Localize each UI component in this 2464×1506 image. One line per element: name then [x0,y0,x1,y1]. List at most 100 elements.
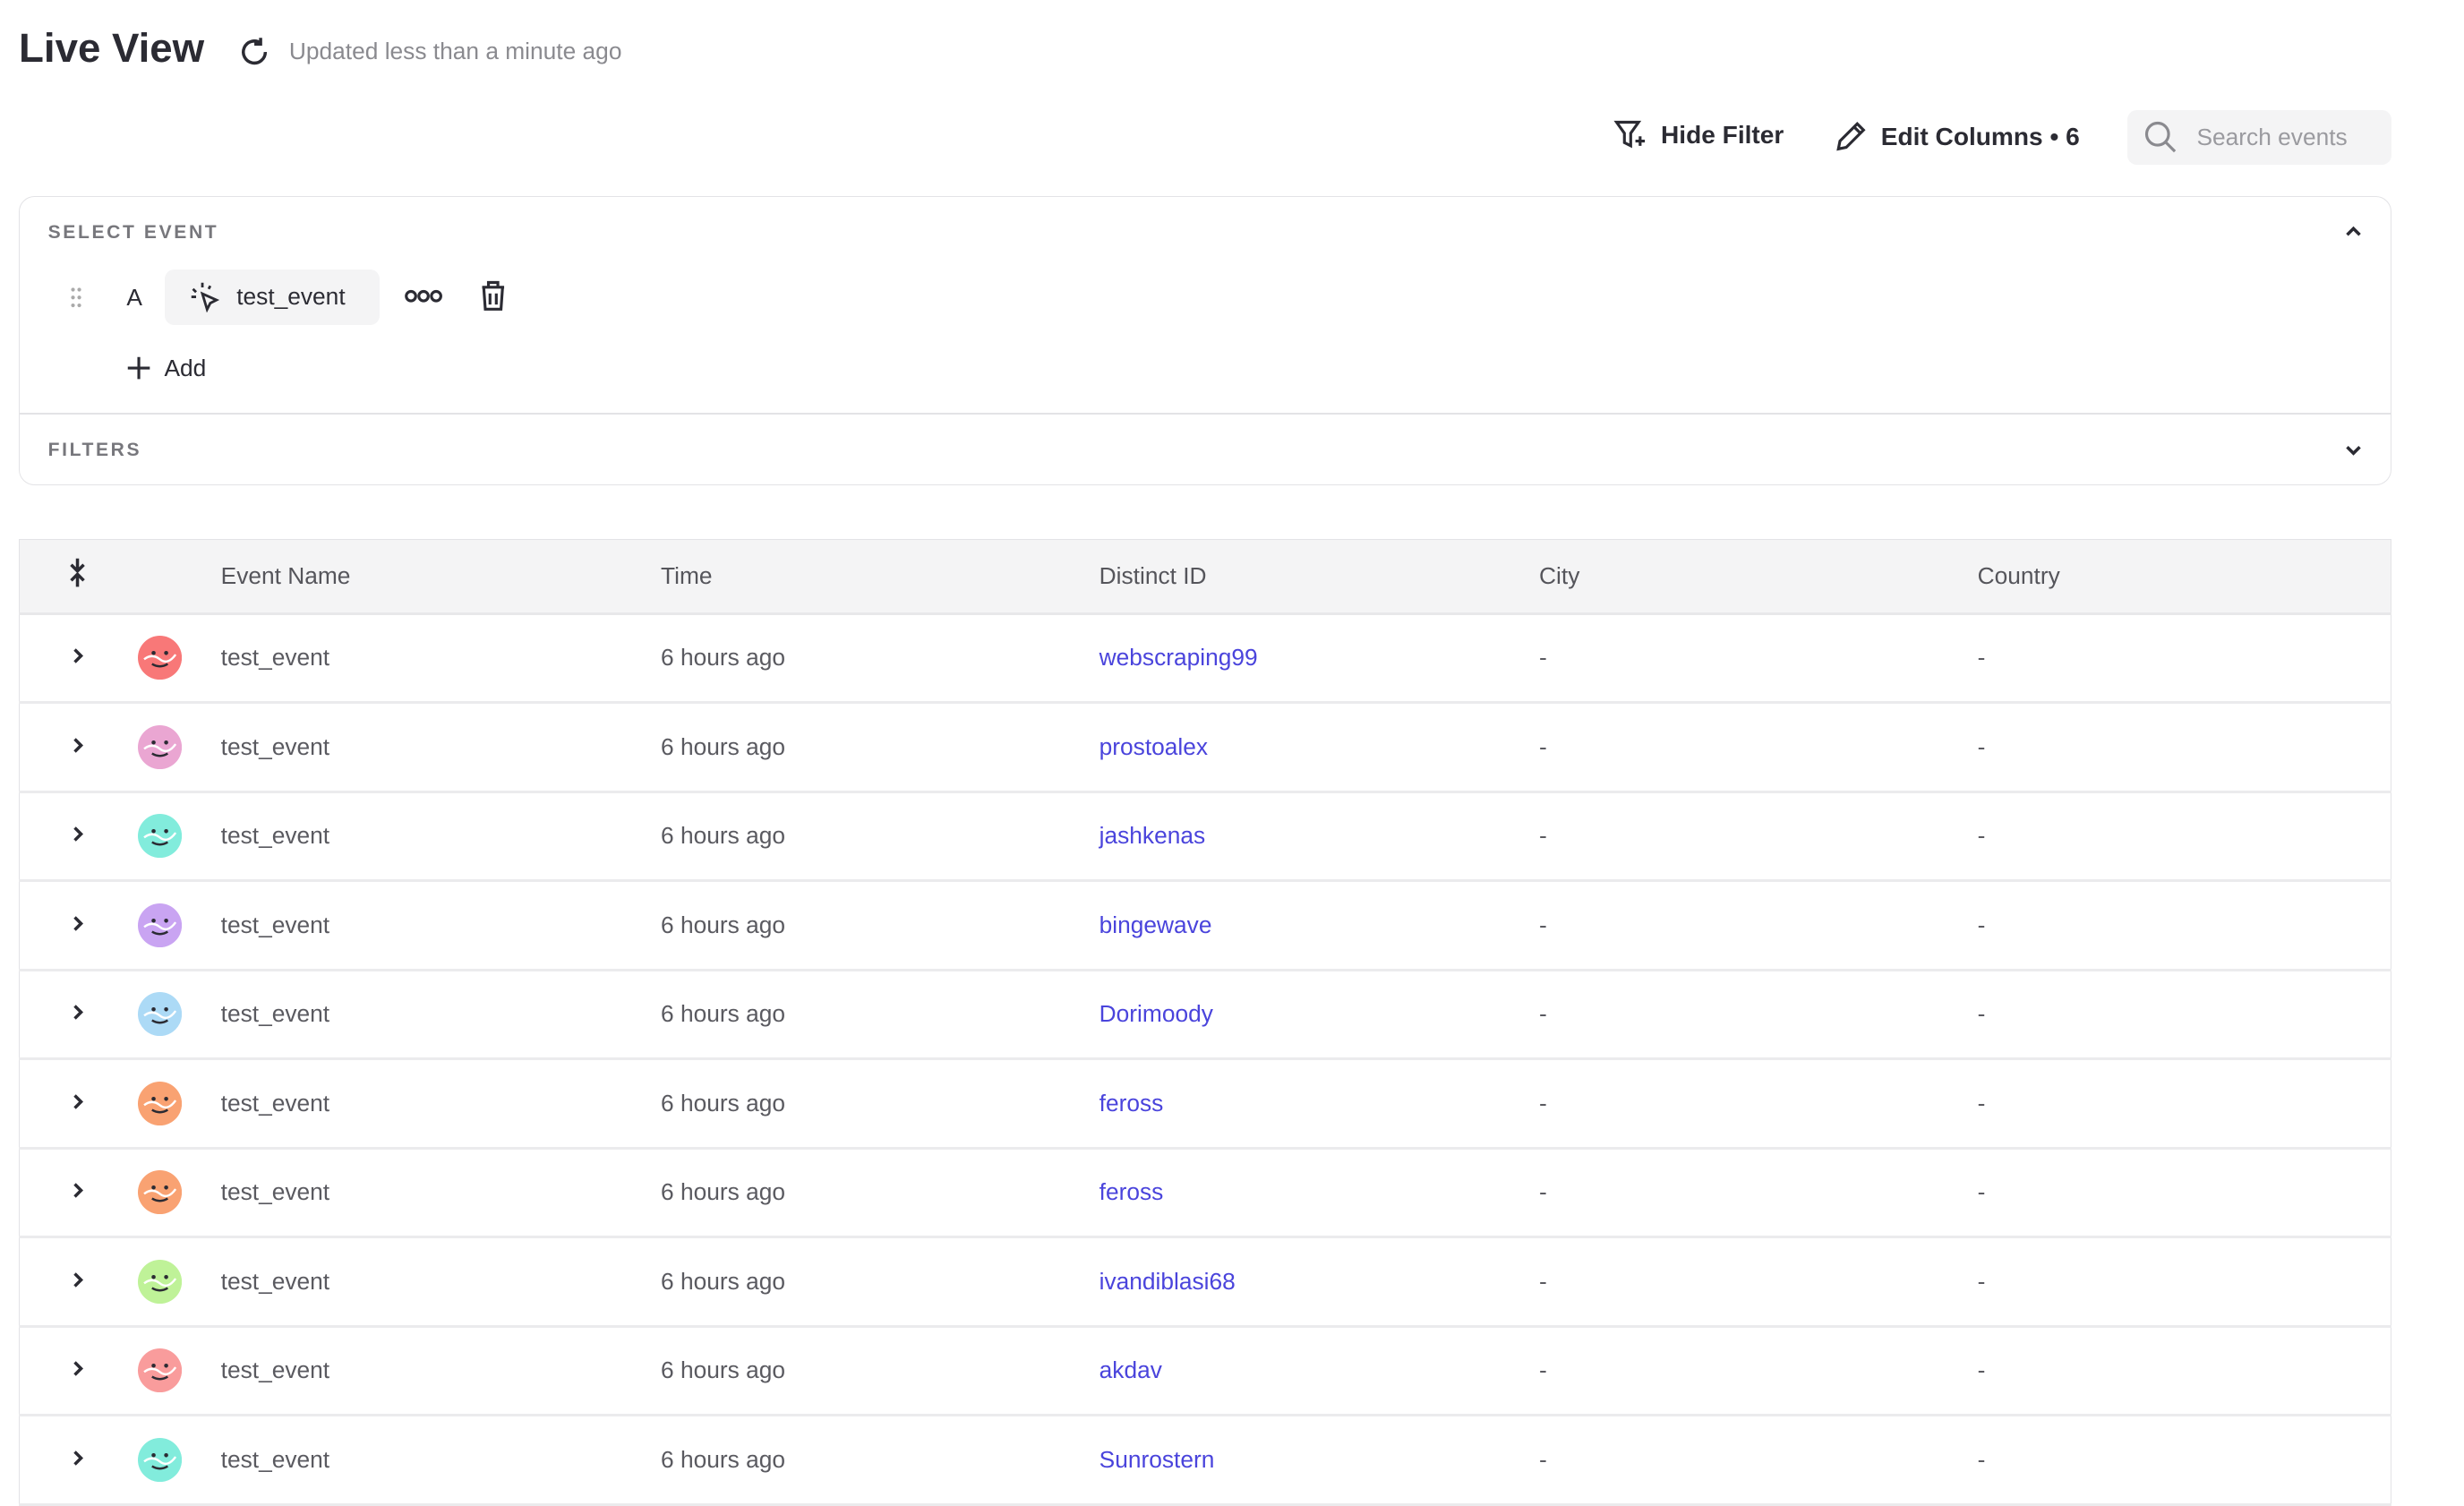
event-name-cell: test_event [218,880,660,971]
collapse-arrows-icon[interactable] [68,557,87,588]
collapse-all-toggle[interactable] [19,538,136,615]
distinct-id-link[interactable]: prostoalex [1099,732,1209,760]
city-cell: - [1537,1415,1976,1506]
table-row[interactable]: test_event 6 hours ago Sunrostern - - [19,1415,2392,1506]
country-cell: - [1975,702,2392,793]
expand-row-toggle[interactable] [19,613,136,705]
chevron-right-icon[interactable] [72,1003,84,1022]
table-row[interactable]: test_event 6 hours ago prostoalex - - [19,702,2392,793]
distinct-id-link[interactable]: feross [1099,1178,1164,1206]
city-cell: - [1537,1058,1976,1150]
country-cell: - [1975,880,2392,971]
distinct-id-link[interactable]: ivandiblasi68 [1099,1267,1236,1295]
distinct-id-cell: feross [1097,1058,1538,1150]
add-event-button[interactable]: Add [126,355,206,382]
time-cell: 6 hours ago [659,880,1098,971]
chevron-right-icon[interactable] [72,1449,84,1467]
expand-row-toggle[interactable] [19,1326,136,1417]
distinct-id-cell: jashkenas [1097,792,1538,883]
avatar[interactable] [137,1081,182,1125]
table-row[interactable]: test_event 6 hours ago ivandiblasi68 - - [19,1236,2392,1328]
chevron-right-icon[interactable] [72,1181,84,1200]
avatar-cell [135,880,219,971]
expand-row-toggle[interactable] [19,792,136,883]
time-cell: 6 hours ago [659,613,1098,705]
chevron-right-icon[interactable] [72,825,84,843]
avatar[interactable] [137,636,182,680]
search-icon [2144,122,2177,153]
avatar[interactable] [137,814,182,859]
avatar[interactable] [137,724,182,769]
avatar[interactable] [137,1437,182,1482]
expand-row-toggle[interactable] [19,970,136,1061]
distinct-id-link[interactable]: Sunrostern [1099,1445,1215,1473]
distinct-id-cell: Dorimoody [1097,970,1538,1061]
trash-icon[interactable] [479,279,508,312]
table-row[interactable]: test_event 6 hours ago jashkenas - - [19,792,2392,883]
expand-row-toggle[interactable] [19,1148,136,1239]
table-row[interactable]: test_event 6 hours ago webscraping99 - - [19,613,2392,705]
avatar-cell [135,1148,219,1239]
country-cell: - [1975,1236,2392,1328]
chevron-up-icon[interactable] [2344,224,2363,240]
avatar-cell [135,613,219,705]
city-cell: - [1537,1326,1976,1417]
expand-row-toggle[interactable] [19,702,136,793]
column-header-event-name[interactable]: Event Name [218,538,660,615]
country-cell: - [1975,1058,2392,1150]
distinct-id-link[interactable]: webscraping99 [1099,644,1258,672]
avatar-cell [135,702,219,793]
chevron-right-icon[interactable] [72,914,84,933]
chevron-right-icon[interactable] [72,646,84,665]
column-header-country[interactable]: Country [1975,538,2392,615]
table-row[interactable]: test_event 6 hours ago akdav - - [19,1326,2392,1417]
event-selector-chip[interactable]: test_event [164,270,380,325]
table-row[interactable]: test_event 6 hours ago Dorimoody - - [19,970,2392,1061]
chevron-right-icon[interactable] [72,1271,84,1289]
hide-filter-label: Hide Filter [1661,120,1784,149]
chevron-right-icon[interactable] [72,1359,84,1378]
expand-row-toggle[interactable] [19,1058,136,1150]
avatar[interactable] [137,1259,182,1304]
more-options-icon[interactable] [405,288,442,304]
country-cell: - [1975,1148,2392,1239]
country-cell: - [1975,792,2392,883]
avatar-cell [135,1058,219,1150]
search-input[interactable] [2193,122,2374,153]
chevron-right-icon[interactable] [72,736,84,755]
distinct-id-link[interactable]: jashkenas [1099,822,1206,850]
distinct-id-link[interactable]: bingewave [1099,911,1212,938]
table-row[interactable]: test_event 6 hours ago feross - - [19,1058,2392,1150]
event-name-cell: test_event [218,1415,660,1506]
distinct-id-cell: prostoalex [1097,702,1538,793]
event-name-cell: test_event [218,1148,660,1239]
column-header-time[interactable]: Time [659,538,1098,615]
table-row[interactable]: test_event 6 hours ago feross - - [19,1148,2392,1239]
column-header-city[interactable]: City [1537,538,1976,615]
chevron-down-icon[interactable] [2344,442,2363,458]
distinct-id-link[interactable]: akdav [1099,1356,1162,1384]
distinct-id-link[interactable]: Dorimoody [1099,1000,1213,1028]
expand-row-toggle[interactable] [19,880,136,971]
drag-handle-icon[interactable] [70,287,82,309]
events-table: Event Name Time Distinct ID City Country… [19,538,2392,1506]
refresh-icon[interactable] [235,33,273,71]
avatar[interactable] [137,1170,182,1215]
search-box[interactable] [2127,109,2392,166]
table-row[interactable]: test_event 6 hours ago bingewave - - [19,880,2392,971]
avatar-cell [135,1326,219,1417]
column-header-distinct-id[interactable]: Distinct ID [1097,538,1538,615]
edit-columns-button[interactable]: Edit Columns • 6 [1834,119,2080,154]
avatar[interactable] [137,992,182,1037]
expand-row-toggle[interactable] [19,1415,136,1506]
hide-filter-button[interactable]: Hide Filter [1613,119,1784,150]
time-cell: 6 hours ago [659,1058,1098,1150]
event-name-cell: test_event [218,1236,660,1328]
avatar[interactable] [137,1348,182,1393]
distinct-id-link[interactable]: feross [1099,1089,1164,1117]
expand-row-toggle[interactable] [19,1236,136,1328]
city-cell: - [1537,792,1976,883]
chevron-right-icon[interactable] [72,1092,84,1111]
avatar[interactable] [137,903,182,947]
filter-plus-icon [1613,121,1646,149]
